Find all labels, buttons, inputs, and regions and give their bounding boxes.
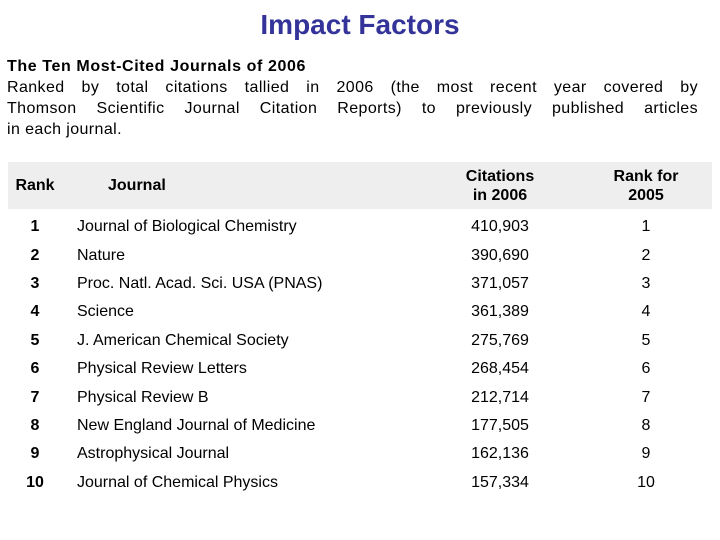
citations-table: Rank Journal Citations in 2006 Rank for … [8,162,712,497]
header-cell-citations-line1: Citations [465,167,535,185]
cell-journal: Physical Review B [77,388,209,406]
cell-rank: 10 [26,473,44,491]
table-row: 2 Nature 390,690 2 [8,241,712,269]
cell-rank: 3 [30,274,40,292]
cell-rank-2005: 7 [641,388,651,406]
cell-rank: 7 [30,388,40,406]
table-row: 5 J. American Chemical Society 275,769 5 [8,327,712,355]
cell-rank-2005: 5 [641,331,651,349]
cell-rank: 1 [30,218,40,236]
table-header-row: Rank Journal Citations in 2006 Rank for … [8,162,712,209]
cell-rank-2005: 10 [637,473,655,491]
cell-rank-2005: 2 [641,246,651,264]
cell-journal: Journal of Biological Chemistry [77,218,297,236]
cell-rank-2005: 9 [641,445,651,463]
cell-rank: 6 [30,360,40,378]
cell-journal: J. American Chemical Society [77,331,289,349]
cell-rank-2005: 6 [641,360,651,378]
header-cell-journal: Journal [108,176,166,194]
table-row: 9 Astrophysical Journal 162,136 9 [8,440,712,468]
cell-rank-2005: 4 [641,303,651,321]
cell-citations: 275,769 [471,331,529,349]
cell-citations: 361,389 [471,303,529,321]
cell-rank-2005: 1 [641,218,651,236]
cell-rank-2005: 8 [641,416,651,434]
cell-rank: 9 [30,445,40,463]
table-body: 1 Journal of Biological Chemistry 410,90… [8,209,712,497]
intro-paragraph-line: in each journal. [7,121,122,138]
cell-journal: New England Journal of Medicine [77,416,316,434]
cell-rank: 4 [30,303,40,321]
cell-rank: 8 [30,416,40,434]
table-row: 3 Proc. Natl. Acad. Sci. USA (PNAS) 371,… [8,270,712,298]
table-row: 1 Journal of Biological Chemistry 410,90… [8,213,712,241]
intro-heading: The Ten Most-Cited Journals of 2006 [7,58,306,75]
cell-journal: Science [77,303,134,321]
intro-paragraph-line: Ranked by total citations tallied in 200… [7,79,698,96]
cell-citations: 390,690 [471,246,529,264]
header-cell-rank2005-line1: Rank for [613,167,679,185]
header-cell-citations-line2: in 2006 [472,186,528,204]
slide-title: Impact Factors [260,9,460,40]
cell-citations: 177,505 [471,416,529,434]
cell-journal: Proc. Natl. Acad. Sci. USA (PNAS) [77,274,323,292]
cell-rank: 5 [30,331,40,349]
cell-citations: 157,334 [471,473,529,491]
table-row: 7 Physical Review B 212,714 7 [8,383,712,411]
cell-journal: Physical Review Letters [77,360,247,378]
table-row: 10 Journal of Chemical Physics 157,334 1… [8,469,712,497]
header-cell-citations-2006: Citations in 2006 [420,167,580,205]
cell-citations: 268,454 [471,360,529,378]
header-cell-rank2005-line2: 2005 [628,186,664,204]
cell-journal: Astrophysical Journal [77,445,230,463]
cell-journal: Nature [77,246,126,264]
header-cell-rank: Rank [15,176,55,194]
intro-paragraph-line: Thomson Scientific Journal Citation Repo… [7,100,698,117]
header-cell-rank-2005: Rank for 2005 [580,167,712,205]
cell-citations: 371,057 [471,274,529,292]
cell-rank: 2 [30,246,40,264]
table-row: 4 Science 361,389 4 [8,298,712,326]
cell-citations: 162,136 [471,445,529,463]
intro-block: The Ten Most-Cited Journals of 2006 Rank… [7,56,698,140]
table-row: 6 Physical Review Letters 268,454 6 [8,355,712,383]
cell-citations: 410,903 [471,218,529,236]
table-row: 8 New England Journal of Medicine 177,50… [8,412,712,440]
cell-citations: 212,714 [471,388,529,406]
cell-rank-2005: 3 [641,274,651,292]
cell-journal: Journal of Chemical Physics [77,473,278,491]
